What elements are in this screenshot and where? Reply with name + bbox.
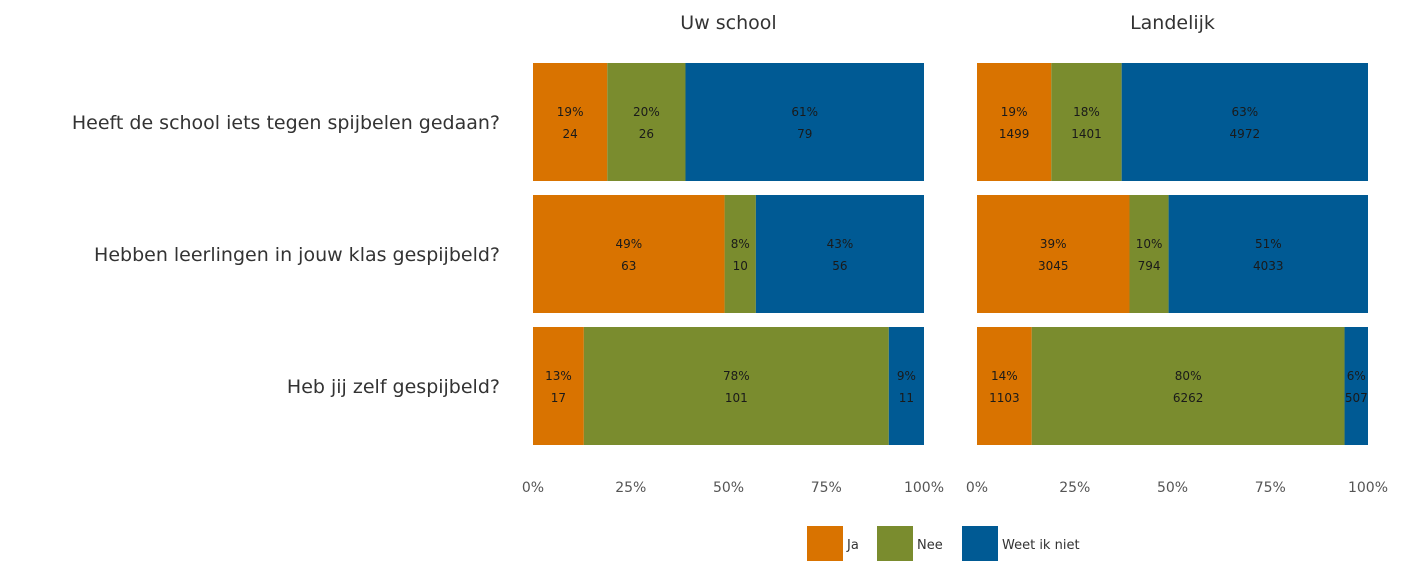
panel-title: Landelijk	[1130, 12, 1215, 34]
legend-swatch	[807, 526, 843, 561]
bar-segment	[1031, 327, 1345, 445]
x-tick-label: 100%	[1348, 480, 1388, 496]
segment-count-label: 794	[1138, 259, 1161, 273]
segment-percent-label: 13%	[545, 369, 572, 383]
segment-percent-label: 63%	[1231, 105, 1258, 119]
segment-count-label: 3045	[1038, 259, 1069, 273]
segment-percent-label: 20%	[633, 105, 660, 119]
x-tick-label: 50%	[713, 480, 744, 496]
question-label: Heb jij zelf gespijbeld?	[287, 376, 500, 398]
panel-title: Uw school	[680, 12, 776, 34]
legend-label: Weet ik niet	[1002, 538, 1080, 553]
bar-segment	[1051, 63, 1122, 181]
segment-count-label: 1401	[1071, 127, 1102, 141]
segment-count-label: 1499	[999, 127, 1030, 141]
segment-percent-label: 6%	[1347, 369, 1366, 383]
legend-label: Ja	[846, 538, 859, 553]
bar-segment	[977, 195, 1130, 313]
segment-percent-label: 14%	[991, 369, 1018, 383]
x-tick-label: 25%	[615, 480, 646, 496]
segment-percent-label: 9%	[897, 369, 916, 383]
bar-segment	[1129, 195, 1169, 313]
legend-swatch	[962, 526, 998, 561]
bar-segment	[533, 195, 725, 313]
segment-count-label: 507	[1345, 391, 1368, 405]
x-tick-label: 100%	[904, 480, 944, 496]
segment-count-label: 1103	[989, 391, 1020, 405]
segment-percent-label: 49%	[615, 237, 642, 251]
segment-count-label: 26	[639, 127, 654, 141]
bar-segment	[977, 327, 1032, 445]
x-tick-label: 0%	[966, 480, 988, 496]
segment-percent-label: 10%	[1136, 237, 1163, 251]
segment-percent-label: 19%	[1001, 105, 1028, 119]
legend-label: Nee	[917, 538, 943, 553]
bar-segment	[1344, 327, 1368, 445]
question-label: Hebben leerlingen in jouw klas gespijbel…	[94, 244, 500, 266]
x-tick-label: 25%	[1059, 480, 1090, 496]
segment-count-label: 24	[563, 127, 578, 141]
bar-segment	[533, 327, 584, 445]
segment-count-label: 4033	[1253, 259, 1284, 273]
bar-segment	[583, 327, 889, 445]
bar-segment	[533, 63, 608, 181]
bar-segment	[607, 63, 686, 181]
bar-segment	[724, 195, 756, 313]
segment-percent-label: 19%	[557, 105, 584, 119]
segment-percent-label: 8%	[731, 237, 750, 251]
segment-percent-label: 51%	[1255, 237, 1282, 251]
segment-percent-label: 80%	[1175, 369, 1202, 383]
segment-count-label: 63	[621, 259, 636, 273]
legend-swatch	[877, 526, 913, 561]
bar-segment	[685, 63, 924, 181]
bar-segment	[1121, 63, 1368, 181]
segment-count-label: 17	[551, 391, 566, 405]
x-tick-label: 75%	[811, 480, 842, 496]
segment-percent-label: 78%	[723, 369, 750, 383]
bar-segment	[888, 327, 924, 445]
segment-percent-label: 43%	[827, 237, 854, 251]
bar-segment	[1168, 195, 1368, 313]
segment-count-label: 11	[899, 391, 914, 405]
x-tick-label: 50%	[1157, 480, 1188, 496]
x-tick-label: 75%	[1255, 480, 1286, 496]
segment-count-label: 56	[832, 259, 847, 273]
segment-count-label: 10	[733, 259, 748, 273]
segment-percent-label: 18%	[1073, 105, 1100, 119]
segment-percent-label: 61%	[791, 105, 818, 119]
segment-count-label: 79	[797, 127, 812, 141]
segment-count-label: 4972	[1230, 127, 1261, 141]
segment-count-label: 6262	[1173, 391, 1204, 405]
bar-segment	[977, 63, 1052, 181]
segment-percent-label: 39%	[1040, 237, 1067, 251]
bar-segment	[755, 195, 924, 313]
segment-count-label: 101	[725, 391, 748, 405]
question-label: Heeft de school iets tegen spijbelen ged…	[72, 112, 500, 134]
x-tick-label: 0%	[522, 480, 544, 496]
